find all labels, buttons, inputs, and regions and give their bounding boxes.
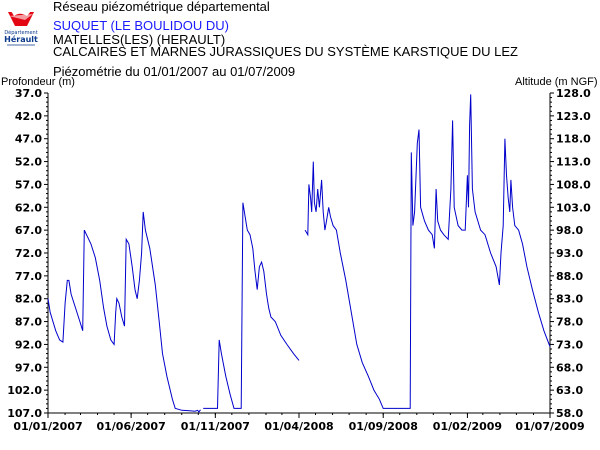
- chart-title: Piézométrie du 01/01/2007 au 01/07/2009: [53, 64, 296, 79]
- y-tick-label-right: 108.0: [556, 178, 591, 191]
- y-tick-label-left: 92.0: [15, 338, 42, 351]
- y-tick-label-right: 128.0: [556, 87, 591, 100]
- y-tick-label-left: 62.0: [15, 201, 42, 214]
- logo-line1: Département: [4, 29, 37, 36]
- y-tick-label-left: 42.0: [15, 110, 42, 123]
- y-tick-label-left: 57.0: [15, 178, 42, 191]
- y-tick-label-left: 47.0: [15, 133, 42, 146]
- y-tick-label-right: 88.0: [556, 270, 583, 283]
- y-tick-label-right: 78.0: [556, 316, 583, 329]
- series-line-segment: [203, 202, 300, 409]
- y-tick-label-right: 63.0: [556, 384, 583, 397]
- y-tick-label-left: 107.0: [7, 407, 42, 420]
- series-line-segment: [47, 211, 201, 413]
- x-tick-label: 01/02/2009: [433, 420, 502, 433]
- x-tick-label: 01/06/2007: [96, 420, 165, 433]
- series-line-segment: [304, 94, 551, 409]
- y-tick-label-right: 103.0: [556, 201, 591, 214]
- y-tick-label-right: 118.0: [556, 133, 591, 146]
- herault-logo-icon: Département Hérault: [4, 8, 38, 46]
- commune-name: MATELLES(LES) (HERAULT): [53, 32, 226, 47]
- y-tick-label-left: 67.0: [15, 224, 42, 237]
- y-tick-label-right: 68.0: [556, 361, 583, 374]
- y-tick-label-left: 82.0: [15, 293, 42, 306]
- y-tick-label-left: 97.0: [15, 361, 42, 374]
- x-tick-label: 01/04/2008: [264, 420, 333, 433]
- y-tick-label-right: 83.0: [556, 293, 583, 306]
- x-tick-label: 01/11/2007: [181, 420, 250, 433]
- y-tick-label-left: 87.0: [15, 316, 42, 329]
- y-tick-label-left: 72.0: [15, 247, 42, 260]
- station-name: SUQUET (LE BOULIDOU DU): [53, 18, 230, 33]
- y-tick-label-right: 123.0: [556, 110, 591, 123]
- x-tick-label: 01/07/2009: [515, 420, 584, 433]
- y-tick-label-right: 58.0: [556, 407, 583, 420]
- x-tick-label: 01/09/2008: [349, 420, 418, 433]
- y-tick-label-left: 37.0: [15, 87, 42, 100]
- x-tick-label: 01/01/2007: [13, 420, 82, 433]
- y-tick-label-left: 77.0: [15, 270, 42, 283]
- y-tick-label-right: 93.0: [556, 247, 583, 260]
- network-title: Réseau piézométrique départemental: [53, 0, 270, 14]
- aquifer-name: CALCAIRES ET MARNES JURASSIQUES DU SYSTÈ…: [53, 44, 518, 59]
- logo-line2: Hérault: [4, 34, 38, 44]
- y-tick-label-left: 102.0: [7, 384, 42, 397]
- y-axis-right-title: Altitude (m NGF): [515, 76, 598, 88]
- logo: Département Hérault: [3, 8, 39, 48]
- y-tick-label-right: 73.0: [556, 338, 583, 351]
- y-tick-label-right: 98.0: [556, 224, 583, 237]
- y-axis-left-title: Profondeur (m): [1, 76, 75, 88]
- y-tick-label-right: 113.0: [556, 156, 591, 169]
- y-tick-label-left: 52.0: [15, 156, 42, 169]
